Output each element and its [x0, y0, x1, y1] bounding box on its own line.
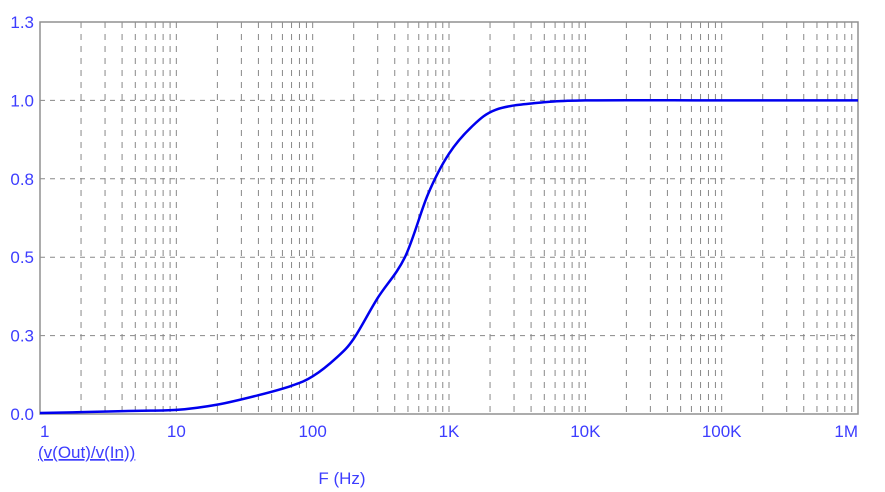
series-line	[39, 98, 858, 415]
x-tick-label: 1	[40, 422, 49, 441]
x-axis-label: F (Hz)	[318, 469, 365, 488]
x-tick-label: 10	[167, 422, 186, 441]
x-tick-label: 100	[298, 422, 326, 441]
y-tick-label: 0.5	[10, 248, 34, 267]
plot-frame	[39, 21, 859, 415]
x-tick-label: 1K	[439, 422, 460, 441]
y-tick-label: 1.3	[10, 13, 34, 32]
x-axis: 1 10 100 1K 10K 100K 1M	[40, 422, 858, 441]
y-tick-label: 0.0	[10, 405, 34, 424]
y-tick-label: 1.0	[10, 91, 34, 110]
x-tick-label: 10K	[570, 422, 601, 441]
y-tick-label: 0.8	[10, 170, 34, 189]
series-lines	[39, 98, 858, 415]
grid	[40, 22, 858, 414]
y-tick-label: 0.3	[10, 327, 34, 346]
x-tick-label: 100K	[702, 422, 742, 441]
x-tick-label: 1M	[834, 422, 858, 441]
legend-entry[interactable]: (v(Out)/v(In))	[38, 443, 135, 462]
legend-series-link[interactable]: (v(Out)/v(In))	[38, 443, 135, 462]
y-axis: 0.0 0.3 0.5 0.8 1.0 1.3	[10, 13, 34, 424]
